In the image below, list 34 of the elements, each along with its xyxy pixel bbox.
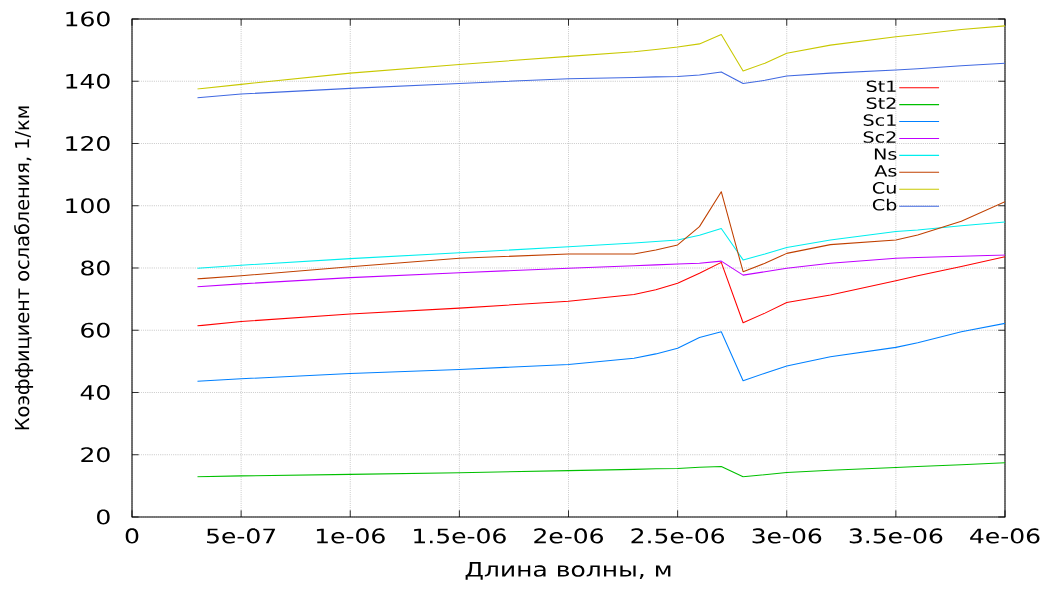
x-tick-label: 2.5e-06 — [631, 528, 725, 544]
line-series — [196, 25, 1005, 90]
legend-label: Sc2 — [863, 131, 896, 143]
legend-label: Sc1 — [863, 114, 896, 126]
legend-label: Cu — [872, 182, 896, 194]
line-series — [196, 256, 1005, 327]
legend-label: As — [874, 165, 897, 177]
y-tick-label: 20 — [81, 447, 110, 463]
legend-label: Cb — [872, 198, 897, 211]
line-series — [196, 322, 1005, 382]
line-series — [196, 221, 1005, 269]
legend-label: St1 — [866, 80, 896, 93]
x-tick-label: 3e-06 — [752, 528, 822, 544]
x-tick-label: 2e-06 — [534, 528, 603, 544]
y-tick-label: 160 — [66, 11, 110, 27]
y-tick-label: 120 — [66, 135, 110, 152]
legend-label: Ns — [874, 148, 897, 160]
legend-label: St2 — [866, 97, 896, 110]
y-tick-label: 0 — [97, 509, 110, 525]
x-tick-label: 5e-07 — [207, 528, 276, 544]
y-tick-label: 60 — [81, 322, 110, 338]
x-tick-label: 1e-06 — [316, 528, 385, 544]
x-tick-label: 0 — [125, 528, 139, 544]
y-tick-label: 40 — [80, 384, 110, 401]
x-tick-label: 3.5e-06 — [849, 528, 943, 544]
line-series — [196, 62, 1005, 99]
x-axis-title: Длина волны, м — [465, 561, 671, 580]
y-tick-label: 80 — [81, 260, 110, 276]
line-series — [196, 254, 1005, 288]
x-tick-label: 4e-06 — [970, 528, 1040, 544]
y-tick-label: 140 — [66, 73, 110, 89]
y-axis-title: Коэффициент ослабления, 1/км — [14, 106, 34, 430]
y-tick-label: 100 — [66, 198, 110, 214]
x-tick-label: 1.5e-06 — [414, 528, 506, 544]
